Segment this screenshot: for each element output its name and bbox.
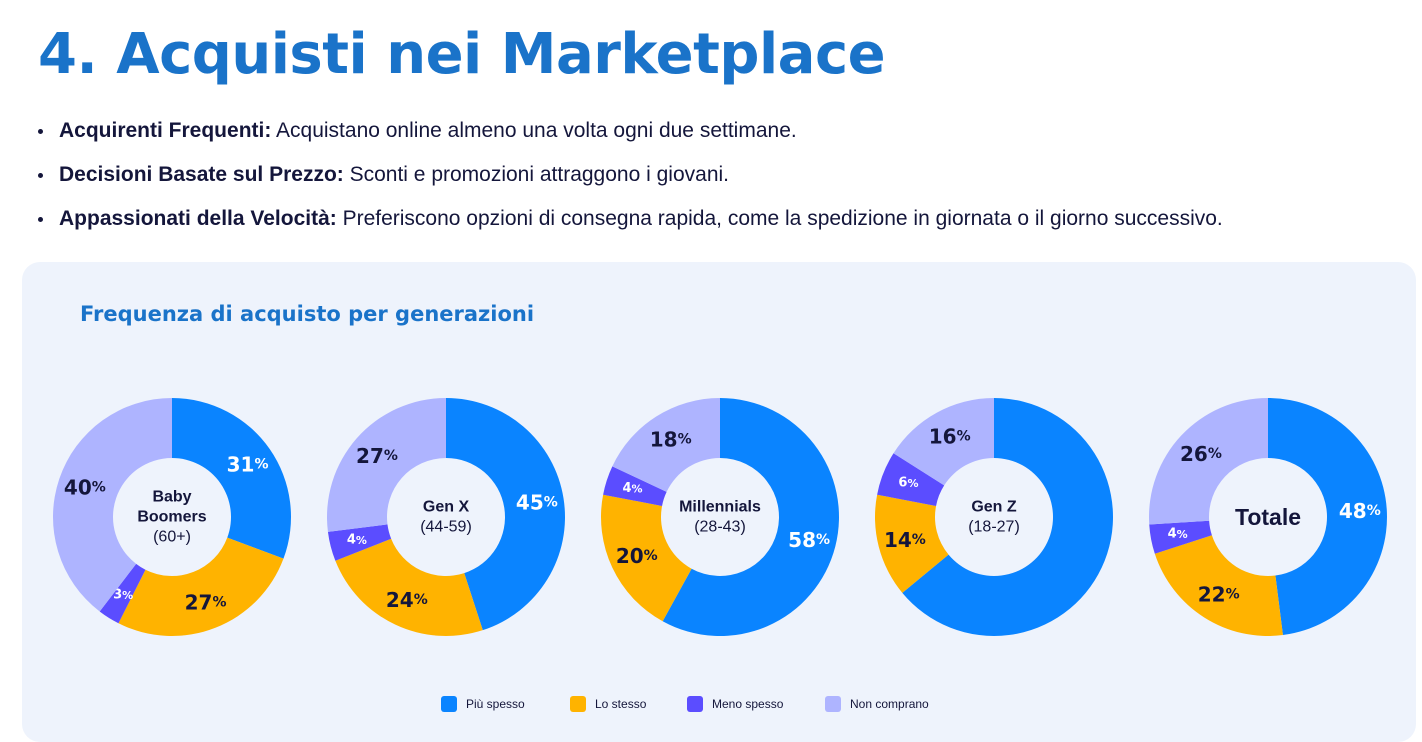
- donut-baby-boomers: 31% 27% 3% 40% Baby Boomers (60+): [52, 398, 291, 637]
- donut-gen-x: 45% 24% 4% 27% Gen X (44-59): [327, 398, 566, 636]
- donut-slice-pi-spesso: [172, 398, 291, 559]
- legend-swatch: [825, 696, 841, 712]
- center-label: (28-43): [694, 519, 746, 536]
- value-label: 16%: [929, 424, 971, 448]
- value-label: 45%: [516, 491, 558, 515]
- center-label: (18-27): [968, 519, 1020, 536]
- center-label: Millennials: [679, 499, 761, 516]
- donut-charts: 31% 27% 3% 40% Baby Boomers (60+) 45% 24% 4% 27% Ge…: [52, 398, 1388, 637]
- donut-slice-meno-spesso: [603, 466, 667, 506]
- value-label: 14%: [884, 528, 926, 552]
- bullet-heading: Acquirenti Frequenti:: [59, 119, 272, 142]
- chart-legend: Più spesso Lo stesso Meno spesso Non com…: [441, 696, 929, 712]
- value-label: 22%: [1198, 583, 1240, 607]
- donut-slice-lo-stesso: [1154, 535, 1283, 637]
- bullet-item: Acquirenti Frequenti: Acquistano online …: [38, 116, 1223, 160]
- legend-item-piu-spesso: Più spesso: [441, 696, 570, 712]
- donut-slice-meno-spesso: [877, 453, 945, 506]
- bullet-heading: Decisioni Basate sul Prezzo:: [59, 163, 344, 186]
- page-title: 4. Acquisti nei Marketplace: [38, 22, 886, 87]
- donut-slice-lo-stesso: [601, 494, 692, 622]
- donut-slice-pi-spesso: [902, 398, 1113, 636]
- value-label: 18%: [650, 427, 692, 451]
- chart-title: Frequenza di acquisto per generazioni: [80, 302, 535, 326]
- center-label: Gen Z: [971, 499, 1017, 516]
- donut-slice-meno-spesso: [1149, 520, 1212, 554]
- legend-label: Più spesso: [466, 697, 525, 711]
- value-label: 3%: [113, 587, 133, 602]
- center-label: Boomers: [137, 509, 206, 526]
- bullet-text: Sconti e promozioni attraggono i giovani…: [343, 163, 729, 186]
- legend-item-meno-spesso: Meno spesso: [687, 696, 825, 712]
- donut-slice-non-comprano: [52, 398, 172, 612]
- donut-slice-pi-spesso: [1268, 398, 1388, 636]
- value-label: 20%: [616, 544, 658, 568]
- donut-slice-non-comprano: [1149, 398, 1268, 525]
- value-label: 24%: [386, 588, 428, 612]
- bullet-list: Acquirenti Frequenti: Acquistano online …: [38, 116, 1223, 248]
- center-label: Gen X: [423, 499, 470, 516]
- donut-slice-non-comprano: [327, 398, 446, 532]
- legend-swatch: [441, 696, 457, 712]
- legend-label: Meno spesso: [712, 697, 784, 711]
- center-label: (60+): [153, 529, 191, 546]
- donut-slice-non-comprano: [893, 398, 994, 486]
- value-label: 27%: [185, 591, 227, 615]
- value-label: 4%: [1168, 527, 1188, 542]
- center-label: Totale: [1235, 504, 1301, 530]
- value-label: 27%: [356, 444, 398, 468]
- bullet-text: Acquistano online almeno una volta ogni …: [271, 119, 797, 142]
- value-label: 40%: [64, 475, 106, 499]
- donut-slice-pi-spesso: [662, 398, 840, 637]
- value-label: 6%: [898, 476, 918, 491]
- value-label: 31%: [227, 453, 269, 477]
- legend-item-lo-stesso: Lo stesso: [570, 696, 687, 712]
- legend-label: Lo stesso: [595, 697, 647, 711]
- donut-slice-non-comprano: [612, 398, 720, 492]
- legend-label: Non comprano: [850, 697, 929, 711]
- donut-slice-pi-spesso: [446, 398, 566, 631]
- center-label: Baby: [152, 489, 191, 506]
- legend-swatch: [687, 696, 703, 712]
- value-label: 4%: [622, 481, 642, 496]
- donut-slice-meno-spesso: [99, 563, 146, 624]
- donut-slice-lo-stesso: [118, 537, 284, 637]
- value-label: 26%: [1180, 442, 1222, 466]
- donut-slice-lo-stesso: [874, 494, 949, 593]
- donut-millennials: 58% 20% 4% 18% Millennials (28-43): [601, 398, 840, 637]
- donut-gen-z: 14% 6% 16% Gen Z (18-27): [874, 398, 1113, 636]
- donut-slice-lo-stesso: [335, 538, 483, 636]
- bullet-text: Preferiscono opzioni di consegna rapida,…: [336, 207, 1223, 230]
- legend-swatch: [570, 696, 586, 712]
- bullet-item: Appassionati della Velocità: Preferiscon…: [38, 204, 1223, 248]
- value-label: 48%: [1339, 499, 1381, 523]
- donut-totale: 48% 22% 4% 26% Totale: [1149, 398, 1388, 637]
- center-label: (44-59): [420, 519, 472, 536]
- value-label: 58%: [788, 528, 830, 552]
- bullet-item: Decisioni Basate sul Prezzo: Sconti e pr…: [38, 160, 1223, 204]
- legend-item-non-comprano: Non comprano: [825, 696, 929, 712]
- value-label: 4%: [347, 532, 367, 547]
- donut-slice-meno-spesso: [327, 524, 392, 561]
- bullet-heading: Appassionati della Velocità:: [59, 207, 337, 230]
